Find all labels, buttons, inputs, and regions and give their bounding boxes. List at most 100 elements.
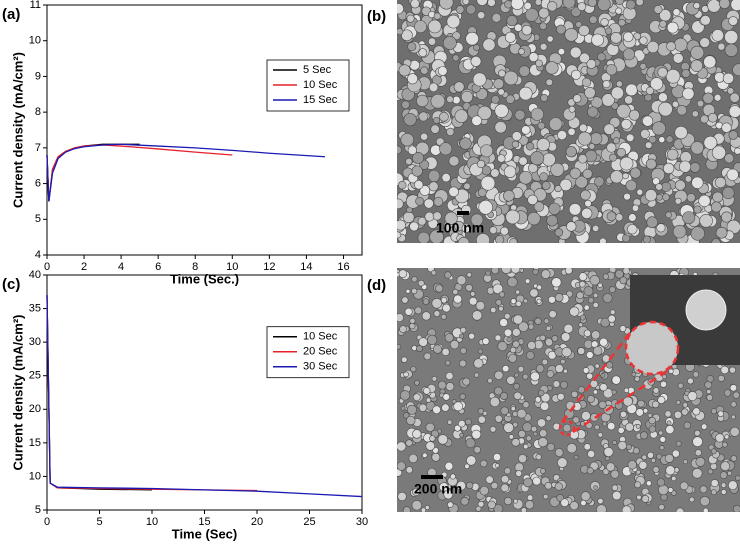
- grain: [586, 395, 595, 403]
- y-tick-label: 40: [29, 269, 41, 281]
- grain: [579, 280, 586, 288]
- grain: [411, 500, 422, 511]
- grain: [473, 446, 481, 454]
- grain: [591, 330, 601, 340]
- grain: [479, 459, 488, 468]
- grain: [498, 306, 504, 312]
- grain: [503, 467, 512, 475]
- grain: [530, 425, 538, 433]
- grain: [721, 122, 732, 133]
- grain: [473, 44, 480, 51]
- grain: [634, 376, 640, 382]
- grain: [689, 162, 701, 173]
- grain: [514, 23, 523, 32]
- grain: [460, 327, 467, 334]
- grain: [517, 365, 525, 373]
- grain: [511, 131, 522, 142]
- grain: [522, 373, 529, 380]
- grain: [700, 14, 711, 26]
- grain: [542, 152, 556, 167]
- grain: [684, 175, 693, 183]
- grain: [554, 482, 563, 491]
- grain: [527, 211, 541, 226]
- grain: [493, 78, 505, 90]
- grain: [399, 325, 407, 334]
- grain: [430, 144, 442, 156]
- grain: [720, 365, 729, 375]
- grain: [497, 88, 505, 96]
- grain: [514, 372, 519, 378]
- grain: [477, 407, 485, 415]
- grain: [687, 377, 694, 385]
- grain: [462, 377, 471, 386]
- grain: [556, 24, 566, 35]
- grain: [665, 211, 672, 219]
- grain: [491, 95, 500, 104]
- grain: [583, 286, 594, 296]
- grain: [675, 507, 685, 512]
- grain: [696, 99, 705, 108]
- grain: [599, 383, 608, 392]
- y-tick-label: 20: [29, 403, 41, 415]
- grain: [504, 312, 511, 320]
- x-tick-label: 8: [192, 261, 198, 273]
- grain: [545, 78, 554, 87]
- grain: [586, 372, 594, 380]
- grain: [647, 413, 653, 418]
- grain: [403, 112, 417, 127]
- grain: [598, 400, 607, 409]
- grain: [465, 438, 476, 449]
- grain: [710, 201, 722, 213]
- grain: [446, 127, 455, 136]
- grain: [597, 498, 604, 505]
- grain: [665, 69, 681, 84]
- grain: [625, 443, 632, 451]
- grain: [401, 296, 409, 304]
- grain: [642, 235, 651, 243]
- grain: [659, 20, 667, 28]
- grain: [424, 505, 430, 510]
- grain: [603, 447, 614, 457]
- grain: [414, 380, 420, 386]
- grain: [491, 13, 502, 23]
- grain: [466, 272, 472, 278]
- grain: [506, 375, 516, 385]
- grain: [420, 507, 427, 512]
- x-axis-label: Time (Sec.): [170, 271, 239, 286]
- grain: [578, 322, 584, 328]
- grain: [729, 426, 740, 437]
- grain: [417, 279, 425, 287]
- series-line: [46, 295, 258, 492]
- grain: [559, 178, 572, 192]
- grain: [499, 392, 508, 401]
- grain: [408, 453, 418, 464]
- grain: [706, 394, 714, 401]
- grain: [474, 372, 480, 378]
- grain: [482, 337, 490, 345]
- grain: [497, 154, 506, 163]
- grain: [494, 370, 504, 380]
- grain: [700, 114, 709, 124]
- grain: [674, 179, 686, 191]
- grain: [444, 333, 454, 343]
- grain: [707, 112, 718, 123]
- grain: [442, 303, 451, 313]
- grain: [480, 144, 494, 158]
- grain: [617, 426, 625, 434]
- grain: [506, 336, 512, 343]
- grain: [545, 325, 552, 332]
- grain: [642, 115, 654, 127]
- scale-bar: [421, 475, 443, 479]
- x-tick-label: 4: [118, 261, 124, 273]
- grain: [405, 466, 413, 474]
- grain: [444, 271, 452, 279]
- grain: [427, 37, 437, 46]
- grain: [548, 310, 557, 319]
- grain: [452, 54, 460, 62]
- grain: [729, 384, 738, 392]
- grain: [651, 400, 660, 409]
- grain: [605, 64, 618, 76]
- grain: [398, 269, 408, 279]
- grain: [575, 175, 588, 189]
- grain: [726, 87, 735, 95]
